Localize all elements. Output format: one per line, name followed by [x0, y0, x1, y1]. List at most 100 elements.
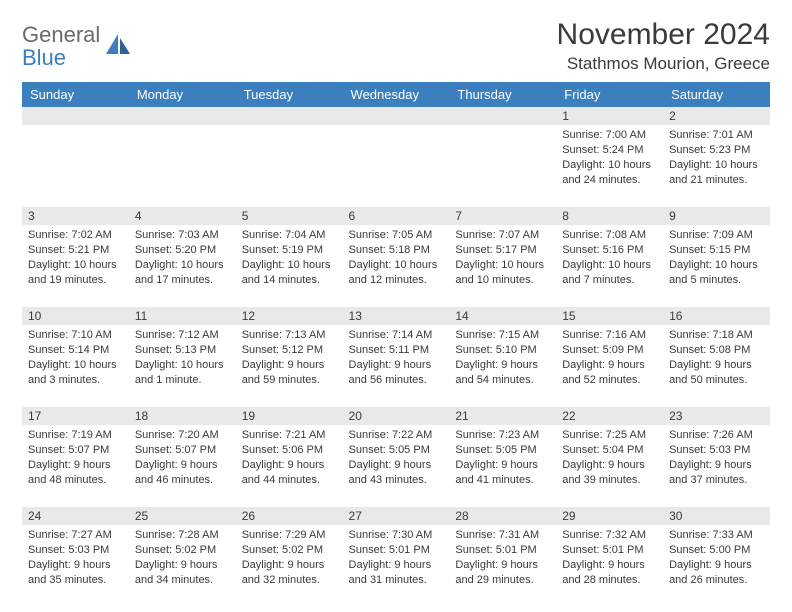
day-header: Friday [556, 82, 663, 107]
sunset-text: Sunset: 5:13 PM [135, 343, 230, 358]
day-cell: Sunrise: 7:03 AMSunset: 5:20 PMDaylight:… [129, 225, 236, 307]
day-cell [22, 125, 129, 207]
daylight-text: Daylight: 9 hours [242, 358, 337, 373]
day-cell: Sunrise: 7:05 AMSunset: 5:18 PMDaylight:… [343, 225, 450, 307]
day-cell [343, 125, 450, 207]
daylight-text: Daylight: 10 hours [455, 258, 550, 273]
daylight-text: and 7 minutes. [562, 273, 657, 288]
day-number: 15 [556, 307, 663, 325]
day-cell: Sunrise: 7:32 AMSunset: 5:01 PMDaylight:… [556, 525, 663, 607]
day-number: 7 [449, 207, 556, 225]
daylight-text: Daylight: 10 hours [135, 258, 230, 273]
daylight-text: and 21 minutes. [669, 173, 764, 188]
daylight-text: Daylight: 9 hours [455, 458, 550, 473]
day-cell: Sunrise: 7:00 AMSunset: 5:24 PMDaylight:… [556, 125, 663, 207]
day-number: 17 [22, 407, 129, 425]
sunset-text: Sunset: 5:19 PM [242, 243, 337, 258]
daylight-text: Daylight: 10 hours [669, 158, 764, 173]
day-cell: Sunrise: 7:09 AMSunset: 5:15 PMDaylight:… [663, 225, 770, 307]
brand-name-2: Blue [22, 45, 66, 70]
day-cell: Sunrise: 7:07 AMSunset: 5:17 PMDaylight:… [449, 225, 556, 307]
day-cell: Sunrise: 7:02 AMSunset: 5:21 PMDaylight:… [22, 225, 129, 307]
month-title: November 2024 [557, 18, 770, 52]
day-header: Sunday [22, 82, 129, 107]
day-cell: Sunrise: 7:27 AMSunset: 5:03 PMDaylight:… [22, 525, 129, 607]
sunrise-text: Sunrise: 7:16 AM [562, 328, 657, 343]
sunrise-text: Sunrise: 7:18 AM [669, 328, 764, 343]
sunset-text: Sunset: 5:09 PM [562, 343, 657, 358]
calendar-body: 12Sunrise: 7:00 AMSunset: 5:24 PMDayligh… [22, 107, 770, 607]
day-number-row: 17181920212223 [22, 407, 770, 425]
empty-day-number [129, 107, 236, 125]
daylight-text: and 3 minutes. [28, 373, 123, 388]
sunrise-text: Sunrise: 7:08 AM [562, 228, 657, 243]
sunset-text: Sunset: 5:07 PM [28, 443, 123, 458]
location-label: Stathmos Mourion, Greece [557, 54, 770, 74]
sunset-text: Sunset: 5:24 PM [562, 143, 657, 158]
sunset-text: Sunset: 5:07 PM [135, 443, 230, 458]
daylight-text: Daylight: 9 hours [562, 358, 657, 373]
sunset-text: Sunset: 5:15 PM [669, 243, 764, 258]
day-cell: Sunrise: 7:26 AMSunset: 5:03 PMDaylight:… [663, 425, 770, 507]
sunrise-text: Sunrise: 7:13 AM [242, 328, 337, 343]
day-number: 9 [663, 207, 770, 225]
day-number: 21 [449, 407, 556, 425]
daylight-text: Daylight: 9 hours [242, 458, 337, 473]
daylight-text: Daylight: 9 hours [349, 358, 444, 373]
day-cell: Sunrise: 7:30 AMSunset: 5:01 PMDaylight:… [343, 525, 450, 607]
day-content-row: Sunrise: 7:27 AMSunset: 5:03 PMDaylight:… [22, 525, 770, 607]
daylight-text: and 5 minutes. [669, 273, 764, 288]
day-number: 16 [663, 307, 770, 325]
daylight-text: and 31 minutes. [349, 573, 444, 588]
sunset-text: Sunset: 5:02 PM [135, 543, 230, 558]
daylight-text: and 43 minutes. [349, 473, 444, 488]
day-header: Monday [129, 82, 236, 107]
sunrise-text: Sunrise: 7:09 AM [669, 228, 764, 243]
day-header: Tuesday [236, 82, 343, 107]
daylight-text: Daylight: 9 hours [349, 558, 444, 573]
day-header: Saturday [663, 82, 770, 107]
day-cell: Sunrise: 7:08 AMSunset: 5:16 PMDaylight:… [556, 225, 663, 307]
header: General Blue November 2024 Stathmos Mour… [22, 18, 770, 74]
daylight-text: and 37 minutes. [669, 473, 764, 488]
day-cell [236, 125, 343, 207]
day-number: 4 [129, 207, 236, 225]
sunset-text: Sunset: 5:08 PM [669, 343, 764, 358]
day-number: 18 [129, 407, 236, 425]
daylight-text: and 14 minutes. [242, 273, 337, 288]
day-number: 19 [236, 407, 343, 425]
day-number: 8 [556, 207, 663, 225]
sunset-text: Sunset: 5:20 PM [135, 243, 230, 258]
day-cell: Sunrise: 7:29 AMSunset: 5:02 PMDaylight:… [236, 525, 343, 607]
sunset-text: Sunset: 5:05 PM [349, 443, 444, 458]
empty-day-number [449, 107, 556, 125]
brand-logo: General Blue [22, 24, 132, 70]
daylight-text: Daylight: 10 hours [349, 258, 444, 273]
sunrise-text: Sunrise: 7:02 AM [28, 228, 123, 243]
sunset-text: Sunset: 5:04 PM [562, 443, 657, 458]
day-number: 24 [22, 507, 129, 525]
day-cell: Sunrise: 7:12 AMSunset: 5:13 PMDaylight:… [129, 325, 236, 407]
sunrise-text: Sunrise: 7:27 AM [28, 528, 123, 543]
day-cell [129, 125, 236, 207]
daylight-text: Daylight: 9 hours [135, 458, 230, 473]
day-number: 11 [129, 307, 236, 325]
sunset-text: Sunset: 5:01 PM [349, 543, 444, 558]
day-cell: Sunrise: 7:04 AMSunset: 5:19 PMDaylight:… [236, 225, 343, 307]
sunrise-text: Sunrise: 7:29 AM [242, 528, 337, 543]
daylight-text: and 10 minutes. [455, 273, 550, 288]
day-content-row: Sunrise: 7:19 AMSunset: 5:07 PMDaylight:… [22, 425, 770, 507]
day-number: 30 [663, 507, 770, 525]
day-cell: Sunrise: 7:14 AMSunset: 5:11 PMDaylight:… [343, 325, 450, 407]
empty-day-number [236, 107, 343, 125]
sunrise-text: Sunrise: 7:23 AM [455, 428, 550, 443]
day-cell: Sunrise: 7:23 AMSunset: 5:05 PMDaylight:… [449, 425, 556, 507]
day-content-row: Sunrise: 7:02 AMSunset: 5:21 PMDaylight:… [22, 225, 770, 307]
day-cell: Sunrise: 7:22 AMSunset: 5:05 PMDaylight:… [343, 425, 450, 507]
day-header: Wednesday [343, 82, 450, 107]
day-header-row: SundayMondayTuesdayWednesdayThursdayFrid… [22, 82, 770, 107]
daylight-text: Daylight: 9 hours [28, 558, 123, 573]
daylight-text: and 32 minutes. [242, 573, 337, 588]
day-cell: Sunrise: 7:19 AMSunset: 5:07 PMDaylight:… [22, 425, 129, 507]
daylight-text: Daylight: 9 hours [135, 558, 230, 573]
